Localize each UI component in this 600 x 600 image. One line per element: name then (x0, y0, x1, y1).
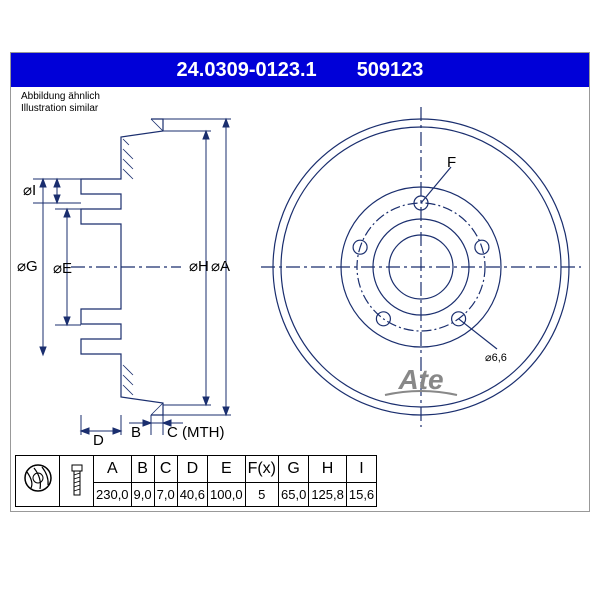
label-B: B (131, 424, 141, 441)
label-F: F (447, 154, 456, 171)
val-G: 65,0 (279, 483, 309, 507)
drawing-frame: 24.0309-0123.1 509123 Abbildung ähnlich … (10, 52, 590, 512)
col-H: H (309, 456, 347, 483)
col-D: D (177, 456, 207, 483)
disc-icon-cell (16, 456, 60, 507)
ate-logo: Ate (385, 364, 457, 395)
val-B: 9,0 (131, 483, 154, 507)
val-H: 125,8 (309, 483, 347, 507)
val-E: 100,0 (208, 483, 246, 507)
diagram-area: ⌀I ⌀G ⌀E ⌀H ⌀A D B C (MTH) F ⌀6,6 Ate (11, 89, 589, 451)
alt-number: 509123 (357, 59, 424, 82)
val-F: 5 (245, 483, 278, 507)
col-G: G (279, 456, 309, 483)
bolt-icon (66, 462, 88, 500)
disc-icon (22, 462, 54, 500)
label-H: ⌀H (189, 258, 209, 275)
col-C: C (154, 456, 177, 483)
val-A: 230,0 (94, 483, 132, 507)
cross-section (71, 119, 181, 415)
label-I: ⌀I (23, 182, 36, 199)
label-A: ⌀A (211, 258, 230, 275)
bolt-icon-cell (60, 456, 94, 507)
table-header-row: A B C D E F(x) G H I (16, 456, 377, 483)
val-I: 15,6 (346, 483, 376, 507)
col-A: A (94, 456, 132, 483)
col-F: F(x) (245, 456, 278, 483)
val-D: 40,6 (177, 483, 207, 507)
dimension-table: A B C D E F(x) G H I 230,0 9,0 7,0 40,6 … (15, 455, 377, 507)
part-number: 24.0309-0123.1 (177, 59, 317, 82)
val-C: 7,0 (154, 483, 177, 507)
label-bolt-dia: ⌀6,6 (485, 352, 507, 364)
title-bar: 24.0309-0123.1 509123 (11, 53, 589, 87)
label-E: ⌀E (53, 260, 72, 277)
technical-drawing: ⌀I ⌀G ⌀E ⌀H ⌀A D B C (MTH) F ⌀6,6 Ate (11, 89, 591, 449)
col-E: E (208, 456, 246, 483)
col-B: B (131, 456, 154, 483)
label-C: C (MTH) (167, 424, 224, 441)
label-D: D (93, 432, 104, 449)
label-G: ⌀G (17, 258, 38, 275)
col-I: I (346, 456, 376, 483)
